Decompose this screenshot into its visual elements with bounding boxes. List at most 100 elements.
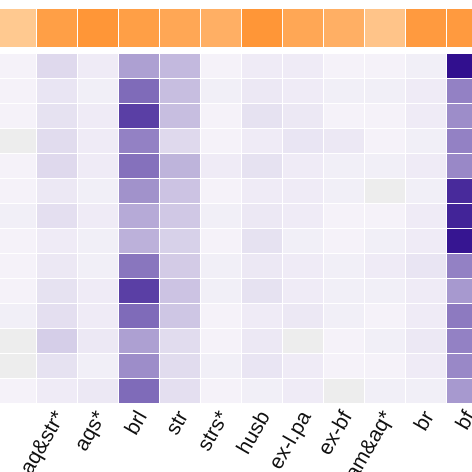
column-label-5: strs* (193, 407, 234, 455)
heatmap-cell-r10-c11 (447, 304, 472, 328)
heatmap-cell-r13-c5 (201, 379, 241, 403)
heatmap-cell-r13-c1 (37, 379, 77, 403)
heatmap-cell-r0-c8 (324, 54, 364, 78)
heatmap-cell-r4-c1 (37, 154, 77, 178)
heatmap-cells (0, 54, 472, 403)
header-cell-1 (37, 9, 77, 47)
heatmap-cell-r4-c11 (447, 154, 472, 178)
heatmap-cell-r9-c0 (0, 279, 36, 303)
header-cell-2 (78, 9, 118, 47)
heatmap-cell-r8-c7 (283, 254, 323, 278)
heatmap-cell-r1-c1 (37, 79, 77, 103)
column-label-4: str (161, 407, 193, 439)
heatmap-cell-r9-c7 (283, 279, 323, 303)
heatmap-cell-r13-c9 (365, 379, 405, 403)
heatmap-cell-r11-c1 (37, 329, 77, 353)
heatmap-cell-r12-c3 (119, 354, 159, 378)
heatmap-cell-r13-c0 (0, 379, 36, 403)
heatmap-cell-r3-c3 (119, 129, 159, 153)
annotation-header-row (0, 9, 472, 47)
heatmap-cell-r10-c10 (406, 304, 446, 328)
heatmap-cell-r8-c0 (0, 254, 36, 278)
heatmap-cell-r7-c5 (201, 229, 241, 253)
heatmap-cell-r13-c10 (406, 379, 446, 403)
column-label-1: aq&str* (15, 407, 69, 472)
heatmap-cell-r5-c8 (324, 179, 364, 203)
heatmap-cell-r11-c10 (406, 329, 446, 353)
heatmap-cell-r10-c8 (324, 304, 364, 328)
heatmap-cell-r7-c2 (78, 229, 118, 253)
heatmap-cell-r1-c10 (406, 79, 446, 103)
heatmap-cell-r3-c5 (201, 129, 241, 153)
heatmap-cell-r8-c9 (365, 254, 405, 278)
heatmap-cell-r7-c10 (406, 229, 446, 253)
column-label-2: aqs* (70, 407, 111, 455)
heatmap-cell-r1-c5 (201, 79, 241, 103)
heatmap-cell-r4-c3 (119, 154, 159, 178)
heatmap-cell-r2-c6 (242, 104, 282, 128)
heatmap-cell-r7-c8 (324, 229, 364, 253)
heatmap-cell-r8-c6 (242, 254, 282, 278)
column-label-10: br (410, 407, 439, 435)
heatmap-cell-r2-c2 (78, 104, 118, 128)
heatmap-cell-r12-c1 (37, 354, 77, 378)
heatmap-cell-r2-c8 (324, 104, 364, 128)
heatmap-cell-r3-c1 (37, 129, 77, 153)
column-label-6: husb (232, 407, 275, 458)
heatmap-cell-r10-c9 (365, 304, 405, 328)
heatmap-cell-r6-c4 (160, 204, 200, 228)
heatmap-cell-r0-c4 (160, 54, 200, 78)
header-cell-5 (201, 9, 241, 47)
heatmap-cell-r3-c6 (242, 129, 282, 153)
header-cell-8 (324, 9, 364, 47)
heatmap-cell-r10-c4 (160, 304, 200, 328)
heatmap-cell-r3-c0 (0, 129, 36, 153)
heatmap-cell-r1-c0 (0, 79, 36, 103)
heatmap-cell-r10-c3 (119, 304, 159, 328)
heatmap-cell-r13-c6 (242, 379, 282, 403)
heatmap-cell-r12-c8 (324, 354, 364, 378)
heatmap-cell-r9-c1 (37, 279, 77, 303)
heatmap-cell-r0-c9 (365, 54, 405, 78)
heatmap-cell-r2-c4 (160, 104, 200, 128)
heatmap-cell-r4-c4 (160, 154, 200, 178)
header-cell-0 (0, 9, 36, 47)
heatmap-cell-r12-c5 (201, 354, 241, 378)
heatmap-cell-r7-c3 (119, 229, 159, 253)
heatmap-cell-r9-c3 (119, 279, 159, 303)
heatmap-cell-r11-c2 (78, 329, 118, 353)
heatmap-cell-r12-c4 (160, 354, 200, 378)
heatmap-cell-r5-c2 (78, 179, 118, 203)
heatmap-cell-r6-c9 (365, 204, 405, 228)
heatmap-cell-r2-c11 (447, 104, 472, 128)
heatmap-cell-r11-c11 (447, 329, 472, 353)
heatmap-cell-r6-c2 (78, 204, 118, 228)
heatmap-cell-r12-c9 (365, 354, 405, 378)
heatmap-cell-r6-c8 (324, 204, 364, 228)
heatmap-cell-r9-c11 (447, 279, 472, 303)
heatmap-cell-r0-c11 (447, 54, 472, 78)
heatmap-cell-r11-c6 (242, 329, 282, 353)
heatmap-cell-r12-c10 (406, 354, 446, 378)
heatmap-cell-r10-c6 (242, 304, 282, 328)
header-cell-6 (242, 9, 282, 47)
column-labels: aq&str* aqs* brl str strs*husbex-l.paex-bffa… (15, 407, 472, 472)
heatmap-cell-r9-c9 (365, 279, 405, 303)
heatmap-cell-r6-c7 (283, 204, 323, 228)
heatmap-cell-r0-c5 (201, 54, 241, 78)
heatmap-cell-r12-c0 (0, 354, 36, 378)
heatmap-cell-r13-c2 (78, 379, 118, 403)
header-cell-11 (447, 9, 472, 47)
heatmap-cell-r6-c0 (0, 204, 36, 228)
heatmap-cell-r11-c4 (160, 329, 200, 353)
heatmap-cell-r13-c3 (119, 379, 159, 403)
heatmap-cell-r3-c2 (78, 129, 118, 153)
heatmap-cell-r9-c6 (242, 279, 282, 303)
heatmap-cell-r1-c8 (324, 79, 364, 103)
heatmap-cell-r6-c6 (242, 204, 282, 228)
heatmap-cell-r11-c3 (119, 329, 159, 353)
heatmap-cell-r9-c2 (78, 279, 118, 303)
heatmap-cell-r6-c1 (37, 204, 77, 228)
heatmap-cell-r4-c8 (324, 154, 364, 178)
